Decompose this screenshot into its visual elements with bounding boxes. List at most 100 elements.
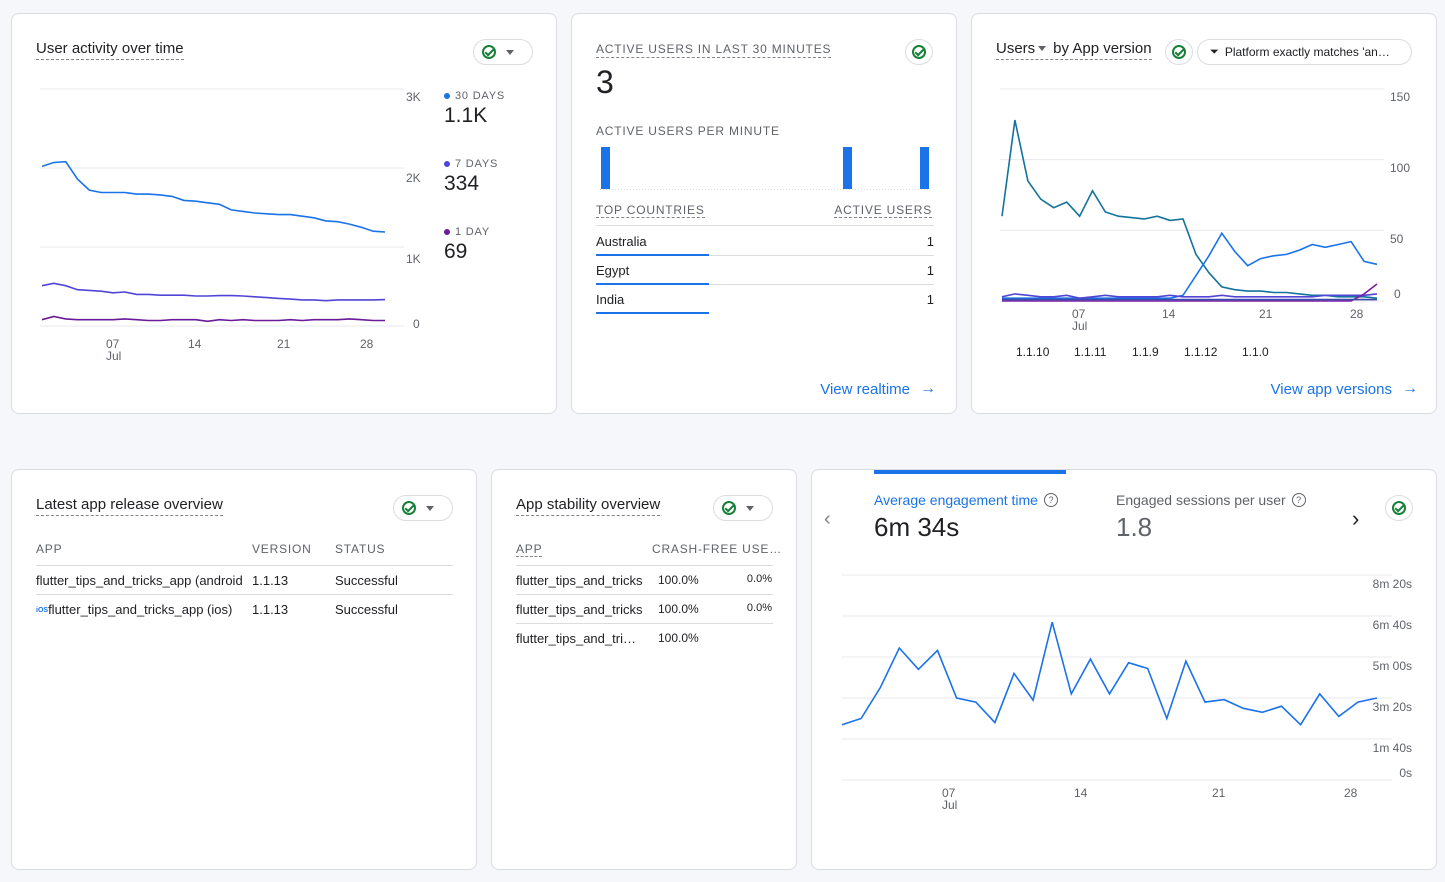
arrow-right-icon: → [920,380,936,397]
legend-dot [444,93,450,99]
x-tick-07: 07 [942,786,956,800]
divider [36,565,453,566]
divider [516,594,773,595]
table-row[interactable]: flutter_tips_and_tricks [516,573,643,588]
country-row[interactable]: Australia 1 [596,234,934,249]
realtime-title[interactable]: ACTIVE USERS IN LAST 30 MINUTES [596,42,832,58]
legend-value: 69 [444,240,468,263]
series-line [1002,283,1378,302]
series-line [841,621,1378,726]
chevron-down-icon [746,505,754,511]
country-name: Egypt [596,263,630,278]
help-icon[interactable]: ? [1291,493,1306,507]
engagement-status[interactable] [1385,495,1413,521]
col-version-header: VERSION [252,542,312,556]
y-tick: 5m 00s [1372,659,1412,673]
legend-version[interactable]: 1.1.0 [1242,345,1269,359]
user-activity-card: User activity over time 3K 2K 1K 0 07 Ju… [11,13,557,414]
chevron-down-icon [1038,46,1047,51]
col-status-header: STATUS [335,542,386,556]
country-row[interactable]: Egypt 1 [596,263,934,278]
tab-value: 6m 34s [874,512,960,542]
status-cell: Successful [335,602,398,617]
table-row[interactable]: flutter_tips_and_tricks [516,602,643,617]
x-tick-28: 28 [1350,307,1364,321]
table-row[interactable]: flutter_tips_and_tri… [516,631,636,646]
status-cell: Successful [335,573,398,588]
x-tick-14: 14 [188,337,202,351]
release-title[interactable]: Latest app release overview [36,496,223,516]
user-activity-status-menu[interactable] [473,39,533,65]
legend-version[interactable]: 1.1.12 [1184,345,1218,359]
x-tick-jul: Jul [106,349,122,363]
view-app-versions-link[interactable]: View app versions → [1271,380,1418,398]
minute-bar [601,147,610,189]
app-version-chart [1000,88,1384,302]
legend-30-days: 30 DAYS 1.1K [444,90,505,128]
legend-version[interactable]: 1.1.11 [1074,345,1107,359]
stability-title[interactable]: App stability overview [516,496,661,516]
x-tick-28: 28 [360,337,374,351]
chevron-down-icon [426,505,434,511]
user-activity-title[interactable]: User activity over time [36,40,184,60]
tab-value: 1.8 [1116,512,1153,542]
stability-status-menu[interactable] [713,495,773,521]
crash-free-cell: 100.0% [658,631,699,645]
country-users: 1 [926,234,934,249]
x-tick-14: 14 [1074,786,1088,800]
version-cell: 1.1.13 [252,602,289,617]
metric-selector[interactable]: Users [996,40,1036,57]
y-tick-150: 150 [1390,90,1411,104]
x-tick-07: 07 [1072,307,1086,321]
user-activity-chart [40,88,404,327]
y-tick-3k: 3K [406,90,421,104]
link-label: View realtime [820,380,910,398]
divider [709,284,934,285]
series-line [41,282,386,302]
minute-bar [843,147,852,189]
country-row[interactable]: India 1 [596,292,934,307]
countries-header: TOP COUNTRIES [596,203,705,218]
prev-arrow-icon[interactable]: ‹ [824,508,831,530]
realtime-card: ACTIVE USERS IN LAST 30 MINUTES 3 ACTIVE… [571,13,957,414]
minute-bar [920,147,929,189]
ios-icon: iOS [36,607,49,614]
check-circle-icon [1392,501,1406,515]
country-users: 1 [926,292,934,307]
change-cell: 0.0% [746,573,772,585]
crash-free-cell: 100.0% [658,573,699,587]
engagement-chart [841,574,1392,781]
app-version-status[interactable] [1165,39,1193,65]
table-row[interactable]: iOSflutter_tips_and_tricks_app (ios) [36,602,232,617]
col-app-header: APP [36,542,63,556]
legend-version[interactable]: 1.1.9 [1132,345,1159,359]
legend-value: 1.1K [444,104,488,127]
y-tick: 8m 20s [1372,577,1412,591]
help-icon[interactable]: ? [1043,493,1058,507]
check-circle-icon [1172,45,1186,59]
y-tick-50: 50 [1390,232,1404,246]
realtime-status[interactable] [905,39,933,65]
divider [516,623,773,624]
tab-average-engagement[interactable]: Average engagement time ? 6m 34s [874,470,1066,550]
country-bar [596,254,709,256]
app-version-title[interactable]: Users by App version [996,40,1152,60]
per-minute-bar-chart [600,147,930,190]
y-tick-1k: 1K [406,252,421,266]
check-circle-icon [912,45,926,59]
legend-7-days: 7 DAYS 334 [444,158,498,196]
app-version-card: Users by App version ⏷ Platform exactly … [971,13,1437,414]
legend-version[interactable]: 1.1.10 [1016,345,1050,359]
view-realtime-link[interactable]: View realtime → [820,380,936,398]
tab-engaged-sessions[interactable]: Engaged sessions per user ? 1.8 [1116,470,1316,550]
release-status-menu[interactable] [393,495,453,521]
change-cell: 0.0% [746,602,772,614]
col-crash-free-header: CRASH-FREE USE… [652,542,783,556]
divider [709,255,934,256]
tab-indicator [874,470,1066,474]
table-row[interactable]: flutter_tips_and_tricks_app (android [36,573,243,588]
next-arrow-icon[interactable]: › [1352,506,1360,531]
platform-filter-chip[interactable]: ⏷ Platform exactly matches 'an… [1197,39,1412,65]
legend-dot [444,161,450,167]
y-tick: 3m 20s [1372,700,1412,714]
